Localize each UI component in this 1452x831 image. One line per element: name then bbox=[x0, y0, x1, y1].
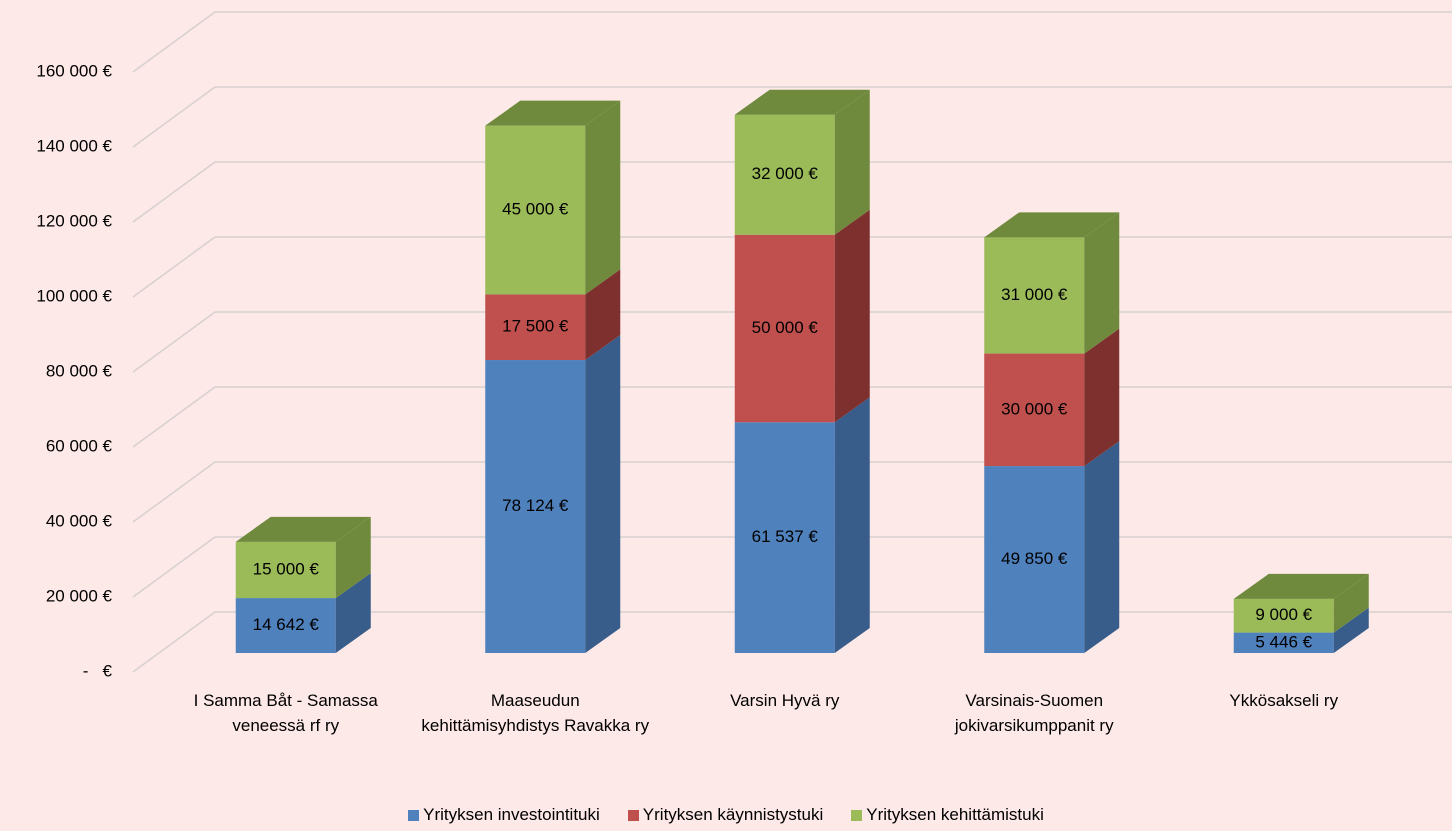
data-label: 50 000 € bbox=[752, 318, 819, 337]
bar-side bbox=[1333, 573, 1369, 633]
legend-swatch bbox=[627, 809, 639, 821]
grid-line-side bbox=[132, 161, 216, 223]
grid-line-side bbox=[132, 86, 216, 148]
x-tick-label: Varsin Hyvä ry bbox=[730, 691, 840, 710]
legend-item: Yrityksen investointituki bbox=[408, 805, 600, 825]
bar-side bbox=[585, 100, 621, 295]
bar-side bbox=[335, 573, 371, 653]
bar bbox=[485, 294, 586, 361]
bar bbox=[1233, 632, 1334, 653]
y-tick-label: 100 000 € bbox=[36, 286, 112, 305]
y-tick-label: - € bbox=[83, 661, 113, 680]
grid-line-side bbox=[132, 236, 216, 298]
data-label: 5 446 € bbox=[1255, 632, 1312, 651]
grid-line-side bbox=[132, 461, 216, 523]
bar-top bbox=[1233, 573, 1369, 599]
data-label: 14 642 € bbox=[253, 615, 320, 634]
bar-top bbox=[734, 89, 870, 115]
bar bbox=[984, 237, 1085, 354]
y-tick-label: 160 000 € bbox=[36, 61, 112, 80]
bar bbox=[984, 466, 1085, 653]
bar bbox=[1233, 598, 1334, 633]
bar-side bbox=[834, 89, 870, 235]
bar bbox=[984, 353, 1085, 467]
x-tick-label: I Samma Båt - Samassa veneessä rf ry bbox=[193, 691, 378, 735]
x-tick-label: Maaseudun kehittämisyhdistys Ravakka ry bbox=[421, 691, 650, 735]
bar bbox=[734, 234, 835, 423]
bar bbox=[485, 125, 586, 295]
bar bbox=[235, 541, 336, 599]
bar bbox=[485, 360, 586, 653]
bar-side bbox=[1084, 212, 1120, 354]
bar-side bbox=[1084, 441, 1120, 653]
x-tick-label: Varsinais-Suomen jokivarsikumppanit ry bbox=[954, 691, 1114, 735]
bar-side bbox=[585, 269, 621, 361]
data-label: 78 124 € bbox=[502, 496, 569, 515]
bar-side bbox=[1084, 328, 1120, 467]
bar-top bbox=[984, 212, 1120, 238]
legend-label: Yrityksen investointituki bbox=[423, 805, 600, 824]
bar-top bbox=[485, 100, 621, 126]
data-label: 49 850 € bbox=[1001, 549, 1068, 568]
data-label: 30 000 € bbox=[1001, 399, 1068, 418]
y-tick-label: 40 000 € bbox=[46, 511, 113, 530]
bar bbox=[734, 114, 835, 235]
legend-label: Yrityksen käynnistystuki bbox=[642, 805, 824, 824]
data-label: 45 000 € bbox=[502, 200, 569, 219]
grid-line-side bbox=[132, 311, 216, 373]
grid-line-side bbox=[132, 11, 216, 73]
grid-line-side bbox=[132, 386, 216, 448]
bar bbox=[235, 598, 336, 653]
bar-side bbox=[1333, 607, 1369, 653]
legend-item: Yrityksen kehittämistuki bbox=[851, 805, 1044, 825]
x-tick-label: Ykkösakseli ry bbox=[1229, 691, 1339, 710]
bar-side bbox=[585, 335, 621, 653]
y-tick-label: 140 000 € bbox=[36, 136, 112, 155]
y-tick-label: 80 000 € bbox=[46, 361, 113, 380]
data-label: 9 000 € bbox=[1255, 605, 1312, 624]
data-label: 31 000 € bbox=[1001, 285, 1068, 304]
data-label: 61 537 € bbox=[752, 527, 819, 546]
y-tick-label: 60 000 € bbox=[46, 436, 113, 455]
legend: Yrityksen investointituki Yrityksen käynn… bbox=[0, 805, 1452, 825]
grid-line-side bbox=[132, 611, 216, 673]
bar-side bbox=[834, 397, 870, 653]
legend-item: Yrityksen käynnistystuki bbox=[627, 805, 824, 825]
legend-swatch bbox=[851, 809, 863, 821]
bar-top bbox=[235, 516, 371, 542]
data-label: 32 000 € bbox=[752, 164, 819, 183]
legend-label: Yrityksen kehittämistuki bbox=[866, 805, 1044, 824]
grid-line-side bbox=[132, 536, 216, 598]
bar-side bbox=[834, 209, 870, 423]
y-tick-label: 120 000 € bbox=[36, 211, 112, 230]
y-tick-label: 20 000 € bbox=[46, 586, 113, 605]
bar bbox=[734, 422, 835, 653]
bar-side bbox=[335, 516, 371, 599]
data-label: 17 500 € bbox=[502, 317, 569, 336]
legend-swatch bbox=[408, 809, 420, 821]
data-label: 15 000 € bbox=[253, 559, 320, 578]
